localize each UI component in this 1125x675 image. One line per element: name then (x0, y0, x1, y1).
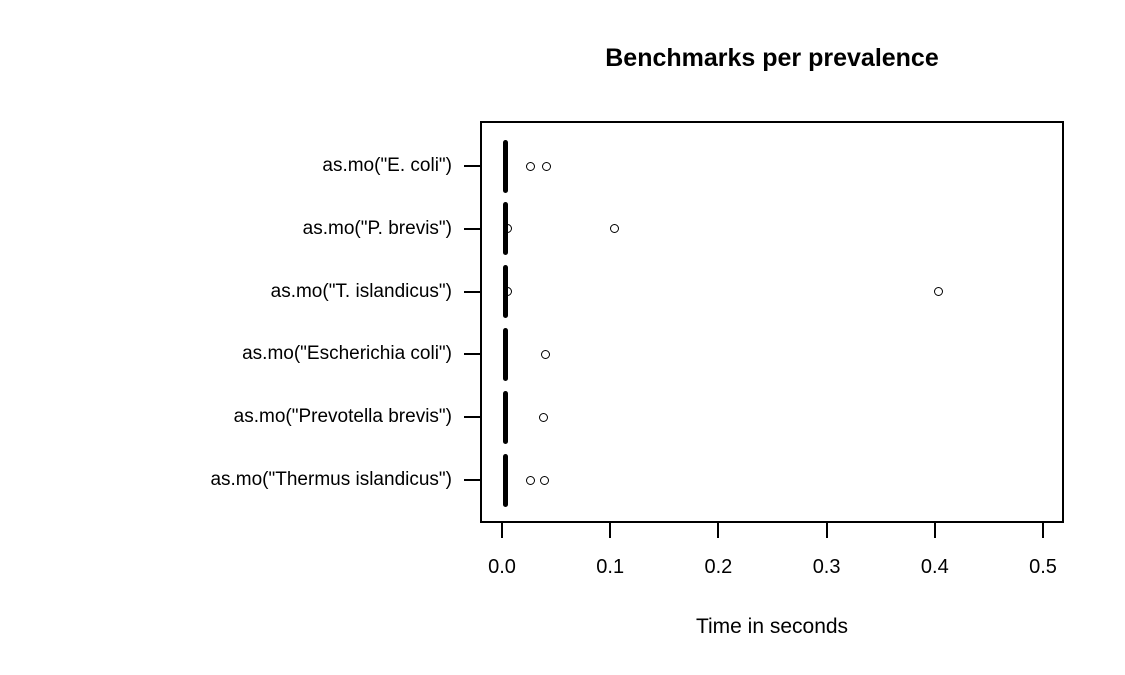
x-tick-label: 0.4 (920, 556, 949, 578)
data-point-circle (933, 287, 943, 297)
data-point-circle (525, 161, 535, 171)
data-point-circle (502, 224, 512, 234)
y-tick (464, 165, 480, 167)
data-point-circle (539, 475, 549, 485)
x-tick-label: 0.1 (596, 556, 625, 578)
data-point-circle (610, 224, 620, 234)
y-tick (464, 479, 480, 481)
x-tick-label: 0.2 (704, 556, 733, 578)
x-tick (825, 523, 828, 538)
data-point-circle (502, 287, 512, 297)
y-tick (464, 416, 480, 419)
data-cluster-bar (502, 139, 508, 193)
y-axis-label: as.mo("P. brevis") (302, 217, 452, 239)
x-tick (933, 523, 936, 538)
x-axis-title: Time in seconds (695, 615, 849, 638)
data-cluster-bar (502, 390, 508, 444)
x-tick (1042, 523, 1044, 538)
data-point-circle (540, 349, 550, 359)
x-tick-label: 0.3 (812, 556, 841, 578)
data-cluster-bar (502, 453, 508, 507)
x-tick-label: 0.0 (488, 556, 516, 578)
data-point-circle (538, 412, 548, 422)
chart-title: Benchmarks per prevalence (605, 44, 939, 72)
y-tick (464, 353, 480, 356)
x-tick (609, 523, 612, 538)
y-axis-label: as.mo("Prevotella brevis") (233, 406, 452, 428)
x-tick (717, 523, 720, 538)
y-axis-label: as.mo("Thermus islandicus") (210, 469, 452, 490)
x-tick (501, 523, 503, 538)
y-axis-label: as.mo("T. islandicus") (270, 280, 452, 302)
data-cluster-bar (502, 327, 508, 381)
x-tick-label: 0.5 (1029, 556, 1057, 578)
y-tick (464, 227, 480, 230)
y-axis-label: as.mo("E. coli") (322, 155, 452, 176)
data-point-circle (541, 161, 551, 171)
y-tick (464, 290, 480, 293)
y-axis-label: as.mo("Escherichia coli") (242, 343, 452, 365)
data-point-circle (525, 475, 535, 485)
plot-area (480, 121, 1064, 523)
